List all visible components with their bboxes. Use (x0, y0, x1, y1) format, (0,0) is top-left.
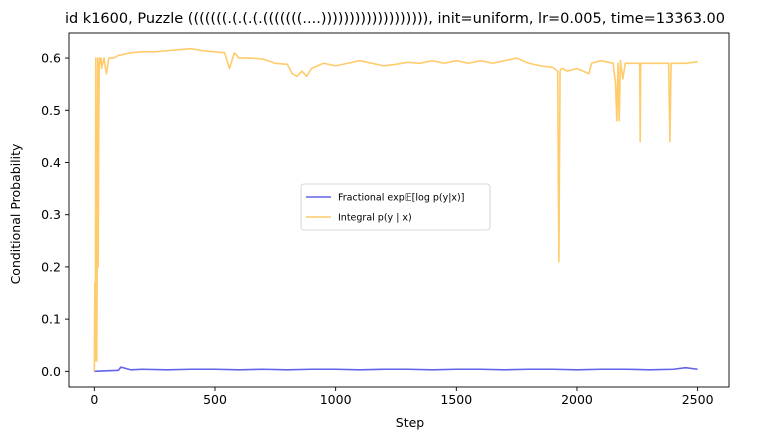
legend: Fractional exp𝔼[log p(y|x)] Integral p(y… (300, 183, 491, 231)
legend-label-fractional: Fractional exp𝔼[log p(y|x)] (338, 193, 464, 204)
y-tick-label: 0.6 (41, 51, 61, 66)
series-line-fractional (94, 366, 698, 373)
y-tick-label: 0.5 (41, 103, 61, 118)
y-tick-label: 0.0 (41, 364, 61, 379)
y-tick-label: 0.4 (41, 155, 61, 170)
legend-label-integral: Integral p(y | x) (338, 213, 412, 224)
legend-box (300, 183, 491, 231)
x-tick-label: 1000 (320, 392, 352, 407)
plot-area: 0 500 1000 1500 2000 2500 0.00.10.20.30.40.50… (41, 32, 730, 407)
x-tick-label: 0 (90, 392, 98, 407)
y-axis: 0.0 0.1 0.2 0.3 0.4 0.5 0.6 (41, 51, 69, 379)
y-axis-label: Conditional Probability (8, 143, 23, 284)
series-layer (93, 47, 698, 373)
x-axis-label: Step (396, 415, 425, 430)
chart-title: id k1600, Puzzle (((((((.(.(.(.(((((((..… (65, 11, 725, 27)
x-tick-label: 2000 (561, 392, 593, 407)
y-tick-label: 0.1 (41, 312, 61, 327)
y-tick-label: 0.2 (41, 259, 61, 274)
x-tick-label: 500 (203, 392, 227, 407)
y-tick-label: 0.3 (41, 207, 61, 222)
x-tick-label: 2500 (682, 392, 714, 407)
x-axis: 0 500 1000 1500 2000 2500 (90, 387, 714, 407)
x-tick-label: 1500 (440, 392, 472, 407)
plot-frame (68, 32, 730, 388)
series-line-integral (93, 47, 698, 372)
